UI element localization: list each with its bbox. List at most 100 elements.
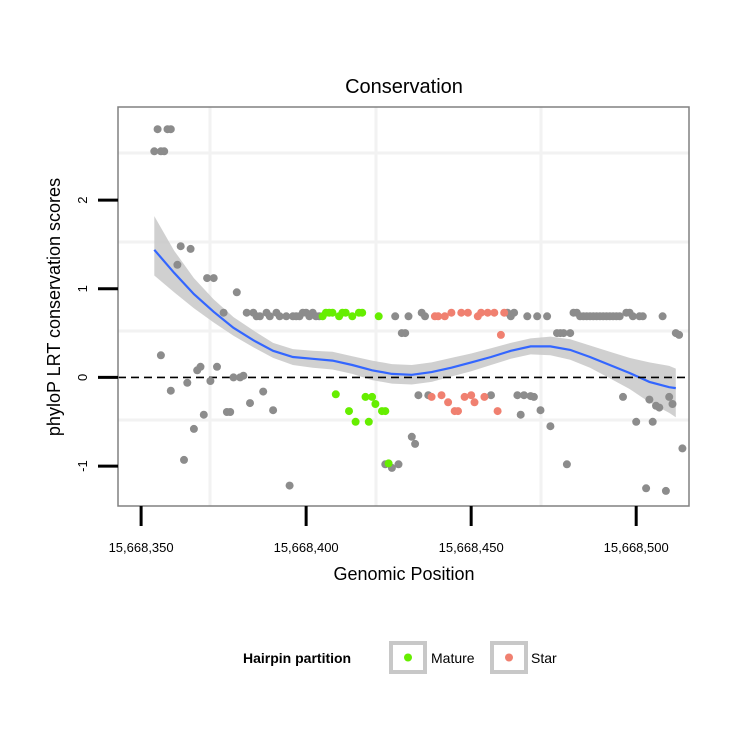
y-tick-label: 2 <box>75 196 90 203</box>
x-axis: 15,668,350 15,668,400 15,668,450 15,668,500 <box>109 506 669 555</box>
x-tick-label: 15,668,450 <box>439 540 504 555</box>
point-other <box>394 460 403 469</box>
y-axis-title: phyloP LRT conservation scores <box>44 178 64 436</box>
point-mature <box>371 400 380 408</box>
point-other <box>206 377 215 385</box>
point-mature <box>361 392 370 401</box>
point-other <box>269 406 278 415</box>
point-star <box>444 398 453 407</box>
point-other <box>153 125 162 134</box>
point-other <box>203 274 212 283</box>
point-other <box>226 408 235 416</box>
point-other <box>615 312 624 321</box>
point-other <box>632 417 641 426</box>
point-other <box>259 387 268 396</box>
x-axis-title: Genomic Position <box>333 564 474 584</box>
point-star <box>427 392 436 401</box>
point-mature <box>328 308 337 317</box>
point-star <box>483 308 492 317</box>
point-other <box>189 424 198 433</box>
point-other <box>421 312 429 321</box>
point-star <box>447 308 456 317</box>
point-star <box>490 308 499 317</box>
point-other <box>510 308 519 317</box>
point-star <box>434 312 443 321</box>
point-other <box>543 312 552 321</box>
point-other <box>533 312 542 321</box>
point-other <box>546 422 555 431</box>
x-tick-label: 15,668,500 <box>604 540 669 555</box>
point-star <box>467 391 476 400</box>
point-mature <box>331 390 340 399</box>
point-mature <box>358 308 367 317</box>
point-mature <box>374 312 383 321</box>
point-star <box>480 392 489 401</box>
point-other <box>232 288 241 297</box>
point-star <box>440 312 449 321</box>
point-star <box>470 398 479 407</box>
point-other <box>160 147 169 156</box>
point-mature <box>364 417 373 426</box>
point-other <box>414 391 423 400</box>
y-axis: -1 0 1 2 <box>75 196 118 472</box>
point-other <box>678 444 687 453</box>
point-other <box>523 312 532 321</box>
point-other <box>407 432 416 441</box>
point-mature <box>341 308 350 317</box>
point-other <box>675 330 684 339</box>
point-star <box>460 392 469 401</box>
point-other <box>176 242 185 251</box>
point-other <box>239 371 248 380</box>
point-other <box>199 410 208 419</box>
point-other <box>180 455 188 464</box>
point-other <box>391 312 400 321</box>
legend-star-marker <box>505 653 513 662</box>
point-other <box>265 312 274 321</box>
point-star <box>477 308 486 317</box>
point-other <box>173 260 182 269</box>
point-other <box>401 329 410 338</box>
point-other <box>166 125 175 134</box>
legend: Hairpin partition Mature Star <box>243 641 557 674</box>
point-other <box>404 312 413 321</box>
legend-mature-label: Mature <box>431 650 475 666</box>
point-other <box>166 386 175 395</box>
point-other <box>285 481 294 490</box>
point-other <box>642 484 651 493</box>
y-tick-label: 1 <box>75 285 90 292</box>
point-other <box>665 392 674 401</box>
point-other <box>246 399 254 408</box>
point-other <box>487 391 495 400</box>
point-star <box>500 308 509 317</box>
y-tick-label: -1 <box>75 460 90 472</box>
point-star <box>454 407 462 416</box>
point-other <box>661 486 670 495</box>
point-other <box>213 362 221 371</box>
point-other <box>566 329 575 338</box>
point-other <box>183 378 192 387</box>
chart-title: Conservation <box>345 76 463 98</box>
point-star <box>457 308 466 317</box>
point-other <box>219 308 228 317</box>
legend-star-label: Star <box>531 650 557 666</box>
point-other <box>411 439 420 448</box>
smooth-trend-line <box>153 249 676 390</box>
plot-border <box>117 106 690 507</box>
point-other <box>242 308 251 317</box>
point-other <box>196 362 205 371</box>
point-other <box>559 329 568 338</box>
point-other <box>186 244 195 253</box>
data-points <box>150 125 687 495</box>
legend-mature-marker <box>404 653 412 662</box>
point-other <box>275 312 284 321</box>
point-other <box>658 312 667 321</box>
point-other <box>282 312 291 321</box>
point-other <box>619 392 627 401</box>
point-other <box>648 417 657 426</box>
point-other <box>645 395 654 404</box>
point-other <box>156 351 165 360</box>
point-star <box>437 391 446 400</box>
point-other <box>668 400 677 408</box>
point-other <box>513 391 522 400</box>
